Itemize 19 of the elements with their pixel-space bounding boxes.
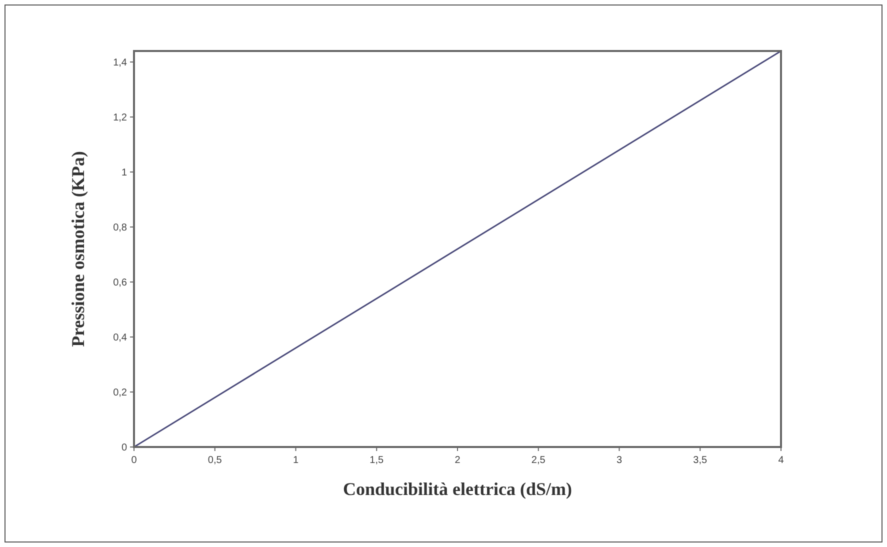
y-tick-label: 1 [121,168,128,178]
y-tick-label: 0,8 [113,222,128,234]
x-tick-label: 1 [292,455,299,466]
y-tick-label: 0,2 [113,388,128,398]
y-tick-label: 0,4 [113,332,128,344]
y-axis-title: Pressione osmotica (KPa) [68,151,88,347]
x-tick-label: 4 [778,455,784,466]
x-tick-label: 2,5 [531,455,546,466]
y-tick-label: 0,6 [113,278,128,288]
x-tick-label: 2 [454,455,461,466]
y-tick-label: 1,4 [113,58,128,68]
x-tick-label: 1,5 [370,455,384,466]
y-tick-label: 0 [121,442,128,454]
x-axis-title: Conducibilità elettrica (dS/m) [343,479,572,499]
x-tick-label: 3 [616,455,622,466]
x-tick-label: 0 [131,455,138,466]
x-tick-label: 0,5 [208,455,222,466]
x-tick-label: 3,5 [693,455,708,466]
y-tick-label: 1,2 [113,112,128,124]
